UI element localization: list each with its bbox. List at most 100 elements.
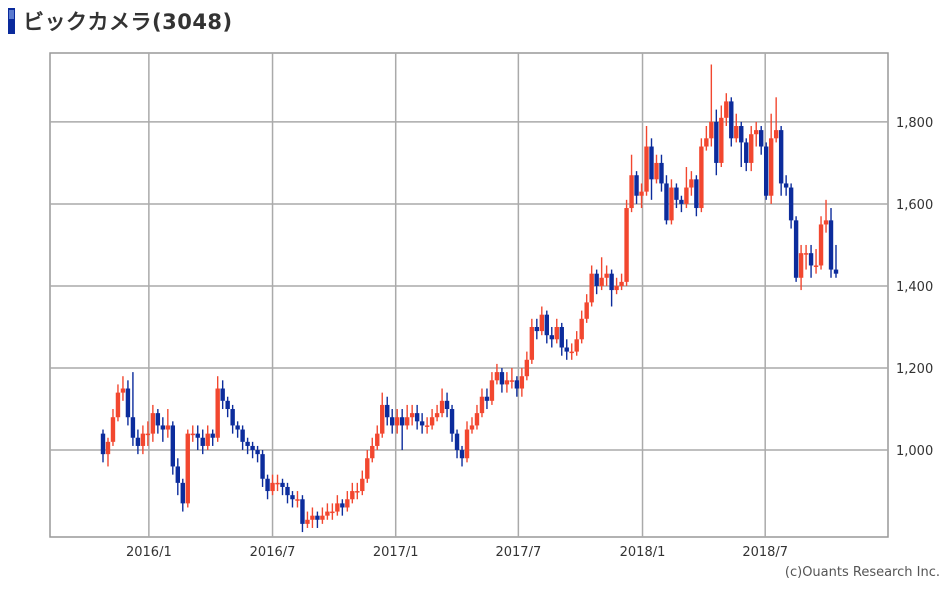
- candle-body: [325, 511, 330, 516]
- candle-up: [270, 474, 275, 496]
- candle-body: [739, 126, 744, 143]
- candle-body: [235, 425, 240, 430]
- candle-down: [155, 409, 161, 434]
- candle-down: [778, 126, 784, 196]
- candle-down: [180, 478, 185, 512]
- candle-body: [360, 478, 365, 492]
- candle-up: [424, 417, 430, 434]
- candle-up: [150, 404, 156, 442]
- candle-body: [225, 400, 230, 410]
- candle-body: [330, 511, 335, 514]
- candle-body: [833, 269, 839, 274]
- candle-body: [365, 458, 370, 479]
- candle-body: [524, 359, 530, 377]
- candle-body: [649, 146, 654, 180]
- candle-up: [709, 64, 714, 147]
- candle-body: [788, 187, 794, 221]
- candle-down: [315, 511, 320, 528]
- candle-up: [474, 404, 480, 430]
- candle-down: [549, 326, 554, 348]
- candle-up: [464, 421, 470, 463]
- candle-down: [414, 404, 420, 430]
- candle-body: [674, 187, 679, 200]
- candle-down: [290, 491, 295, 508]
- candle-down: [100, 429, 106, 463]
- candle-body: [370, 445, 375, 459]
- candle-down: [125, 380, 131, 426]
- candle-body: [484, 396, 490, 401]
- candle-up: [574, 331, 579, 356]
- candle-down: [793, 216, 799, 282]
- candle-body: [724, 101, 729, 118]
- candle-up: [479, 388, 485, 418]
- candle-body: [414, 413, 420, 422]
- candle-up: [823, 199, 829, 233]
- candle-down: [444, 392, 450, 418]
- candle-body: [719, 117, 724, 163]
- candle-down: [250, 441, 255, 459]
- candle-body: [699, 146, 704, 209]
- candle-up: [275, 474, 280, 492]
- x-axis: 2016/1 2016/7 2017/1 2017/7 2018/1 2018/7: [126, 545, 788, 560]
- candle-up: [803, 244, 809, 270]
- candle-body: [634, 175, 639, 196]
- candle-body: [155, 413, 161, 426]
- candle-up: [539, 306, 545, 336]
- candle-down: [634, 171, 639, 204]
- y-axis: 1,000 1,200 1,400 1,600 1,800: [896, 116, 933, 459]
- candle-up: [584, 294, 589, 323]
- candle-body: [594, 273, 599, 286]
- candle-down: [609, 269, 614, 307]
- candle-body: [110, 417, 116, 442]
- candle-down: [390, 409, 395, 434]
- candle-body: [145, 433, 151, 436]
- candle-up: [589, 265, 594, 307]
- candle-up: [110, 409, 116, 446]
- candle-down: [175, 458, 180, 496]
- candle-down: [160, 417, 166, 442]
- candle-up: [724, 93, 729, 127]
- candle-up: [524, 351, 530, 381]
- candle-body: [659, 162, 664, 184]
- candle-body: [419, 421, 425, 426]
- candle-body: [734, 126, 739, 139]
- candle-up: [140, 425, 146, 455]
- candle-up: [644, 126, 649, 196]
- candle-body: [604, 273, 609, 278]
- copyright-credit: (c)Ouants Research Inc.: [784, 565, 940, 580]
- candle-body: [205, 433, 210, 446]
- candle-down: [729, 97, 734, 147]
- y-tick-label: 1,000: [896, 444, 933, 459]
- candle-body: [434, 413, 440, 418]
- candle-body: [529, 326, 535, 360]
- candle-down: [679, 195, 684, 213]
- candle-down: [220, 380, 225, 410]
- candle-down: [255, 445, 260, 463]
- candle-body: [689, 179, 694, 188]
- candle-up: [215, 376, 220, 442]
- candle-body: [479, 396, 485, 414]
- candle-body: [813, 265, 819, 267]
- candle-body: [385, 404, 390, 418]
- candle-body: [125, 388, 131, 418]
- candle-down: [739, 121, 744, 168]
- candle-body: [150, 413, 156, 434]
- candle-down: [499, 368, 505, 393]
- candle-down: [664, 175, 669, 225]
- candle-body: [828, 220, 834, 270]
- candle-body: [759, 130, 764, 147]
- grid: [49, 52, 889, 538]
- candle-body: [320, 515, 325, 520]
- candle-body: [275, 482, 280, 485]
- candle-body: [335, 503, 340, 512]
- candle-body: [355, 491, 360, 493]
- candle-down: [300, 495, 305, 533]
- x-tick-label: 2016/7: [250, 545, 296, 560]
- candle-body: [100, 433, 106, 455]
- candle-body: [105, 441, 111, 455]
- y-tick-label: 1,400: [896, 280, 933, 295]
- candle-body: [255, 450, 260, 455]
- candle-body: [639, 191, 644, 196]
- candle-body: [469, 425, 475, 430]
- candle-down: [484, 388, 490, 410]
